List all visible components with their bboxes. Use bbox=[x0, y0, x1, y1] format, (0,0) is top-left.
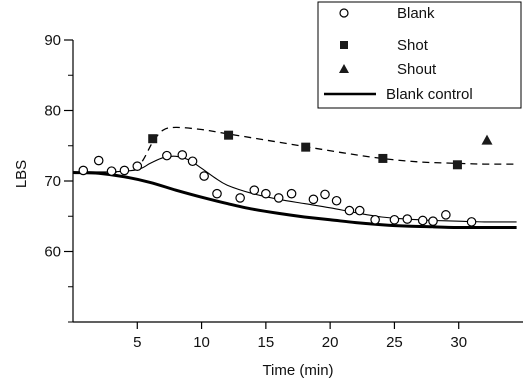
legend-marker-blank bbox=[339, 8, 349, 18]
shout-point bbox=[481, 134, 493, 145]
blank-point bbox=[370, 214, 380, 225]
x-tick-label: 30 bbox=[450, 334, 467, 351]
y-tick-label: 60 bbox=[44, 244, 61, 261]
markers bbox=[78, 130, 493, 227]
x-ticks: 5 10 15 20 25 30 bbox=[133, 322, 467, 351]
plot-area: 60 70 80 90 5 10 15 20 25 30 bbox=[44, 32, 523, 351]
y-tick-label: 90 bbox=[44, 32, 61, 49]
x-tick-label: 15 bbox=[258, 334, 275, 351]
legend-label-blank: Blank bbox=[397, 5, 435, 22]
blank-point bbox=[320, 189, 330, 200]
blank-point bbox=[273, 193, 284, 203]
shot-fit-curve bbox=[85, 126, 517, 174]
blank-point bbox=[331, 195, 342, 206]
shot-point bbox=[224, 130, 234, 140]
blank-point bbox=[344, 205, 355, 216]
shot-point bbox=[452, 160, 462, 170]
legend-label-blank-control: Blank control bbox=[386, 86, 473, 103]
blank-point bbox=[428, 216, 438, 226]
blank-point bbox=[417, 215, 428, 226]
blank-point bbox=[212, 188, 222, 199]
blank-point bbox=[286, 188, 297, 199]
blank-point bbox=[354, 205, 365, 216]
y-ticks: 60 70 80 90 bbox=[44, 32, 73, 323]
blank-point bbox=[308, 194, 319, 205]
shot-point bbox=[378, 153, 388, 163]
blank-point bbox=[119, 165, 130, 176]
legend-label-shot: Shot bbox=[397, 37, 429, 54]
x-tick-label: 25 bbox=[386, 334, 403, 351]
x-tick-label: 5 bbox=[133, 334, 141, 351]
blank-point bbox=[249, 185, 260, 195]
blank-point bbox=[93, 155, 104, 166]
blank-point bbox=[78, 165, 89, 176]
blank-point bbox=[177, 150, 188, 160]
blank-point bbox=[132, 161, 143, 171]
y-axis-title: LBS bbox=[13, 160, 30, 188]
blank-point bbox=[441, 210, 451, 220]
blank-point bbox=[235, 193, 245, 203]
legend-marker-shout bbox=[339, 64, 349, 73]
legend-box bbox=[317, 1, 522, 109]
blank-point bbox=[389, 214, 400, 225]
x-axis-title: Time (min) bbox=[262, 362, 333, 379]
series-lines bbox=[72, 171, 517, 230]
blank-point bbox=[402, 214, 413, 224]
blank-point bbox=[466, 217, 477, 227]
legend-label-shout: Shout bbox=[397, 61, 437, 78]
blank-point bbox=[106, 166, 117, 176]
shot-point bbox=[148, 134, 158, 144]
blank-point bbox=[261, 188, 271, 199]
blank-point bbox=[187, 156, 198, 167]
x-tick-label: 10 bbox=[193, 334, 210, 351]
blank-control-line bbox=[72, 171, 517, 230]
shot-point bbox=[301, 142, 311, 152]
legend-marker-shot bbox=[340, 41, 348, 49]
legend: Blank Shot Shout Blank control bbox=[317, 1, 522, 109]
blank-fit-curve bbox=[85, 155, 517, 223]
y-tick-label: 80 bbox=[44, 103, 61, 120]
x-tick-label: 20 bbox=[322, 334, 339, 351]
blank-point bbox=[199, 171, 209, 181]
y-tick-label: 70 bbox=[44, 173, 61, 190]
blank-point bbox=[162, 150, 172, 161]
